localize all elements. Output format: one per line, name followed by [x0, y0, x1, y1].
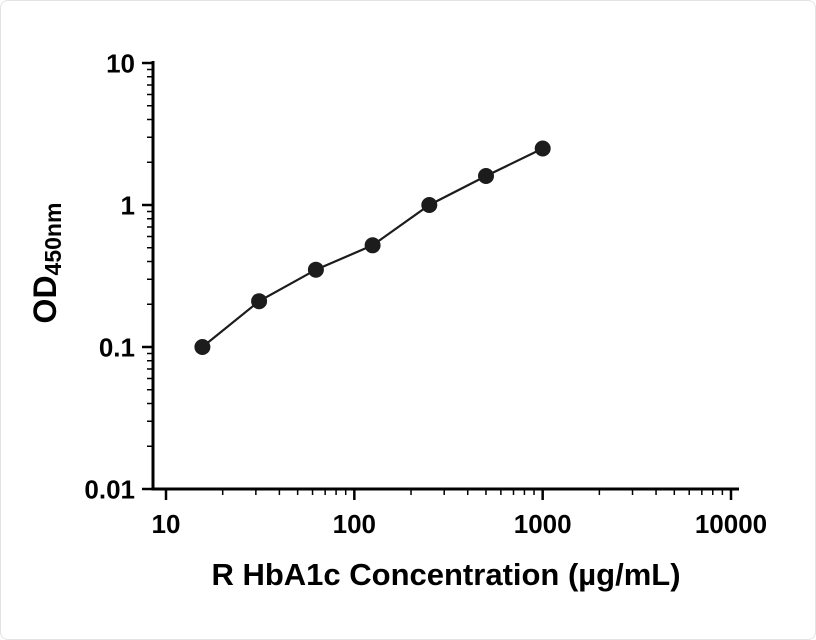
- x-tick-label: 1000: [514, 509, 572, 539]
- x-axis-label: R HbA1c Concentration (µg/mL): [211, 557, 681, 592]
- y-tick-label: 0.01: [84, 474, 135, 504]
- data-point: [251, 293, 268, 310]
- y-tick-label: 1: [121, 190, 135, 220]
- x-tick-label: 10000: [695, 509, 767, 539]
- data-point: [534, 140, 551, 157]
- data-point: [478, 168, 494, 184]
- y-tick-label: 0.1: [99, 332, 135, 362]
- y-tick-label: 10: [106, 48, 135, 78]
- y-axis-label: OD450nm: [27, 203, 67, 324]
- data-point: [421, 197, 438, 213]
- data-point: [364, 237, 381, 254]
- data-point: [307, 261, 324, 278]
- y-axis-label-sub: 450nm: [40, 202, 66, 276]
- x-tick-label: 100: [333, 509, 376, 539]
- x-tick-label: 10: [152, 509, 181, 539]
- data-point: [194, 339, 211, 355]
- y-axis-label-main: OD: [27, 275, 63, 324]
